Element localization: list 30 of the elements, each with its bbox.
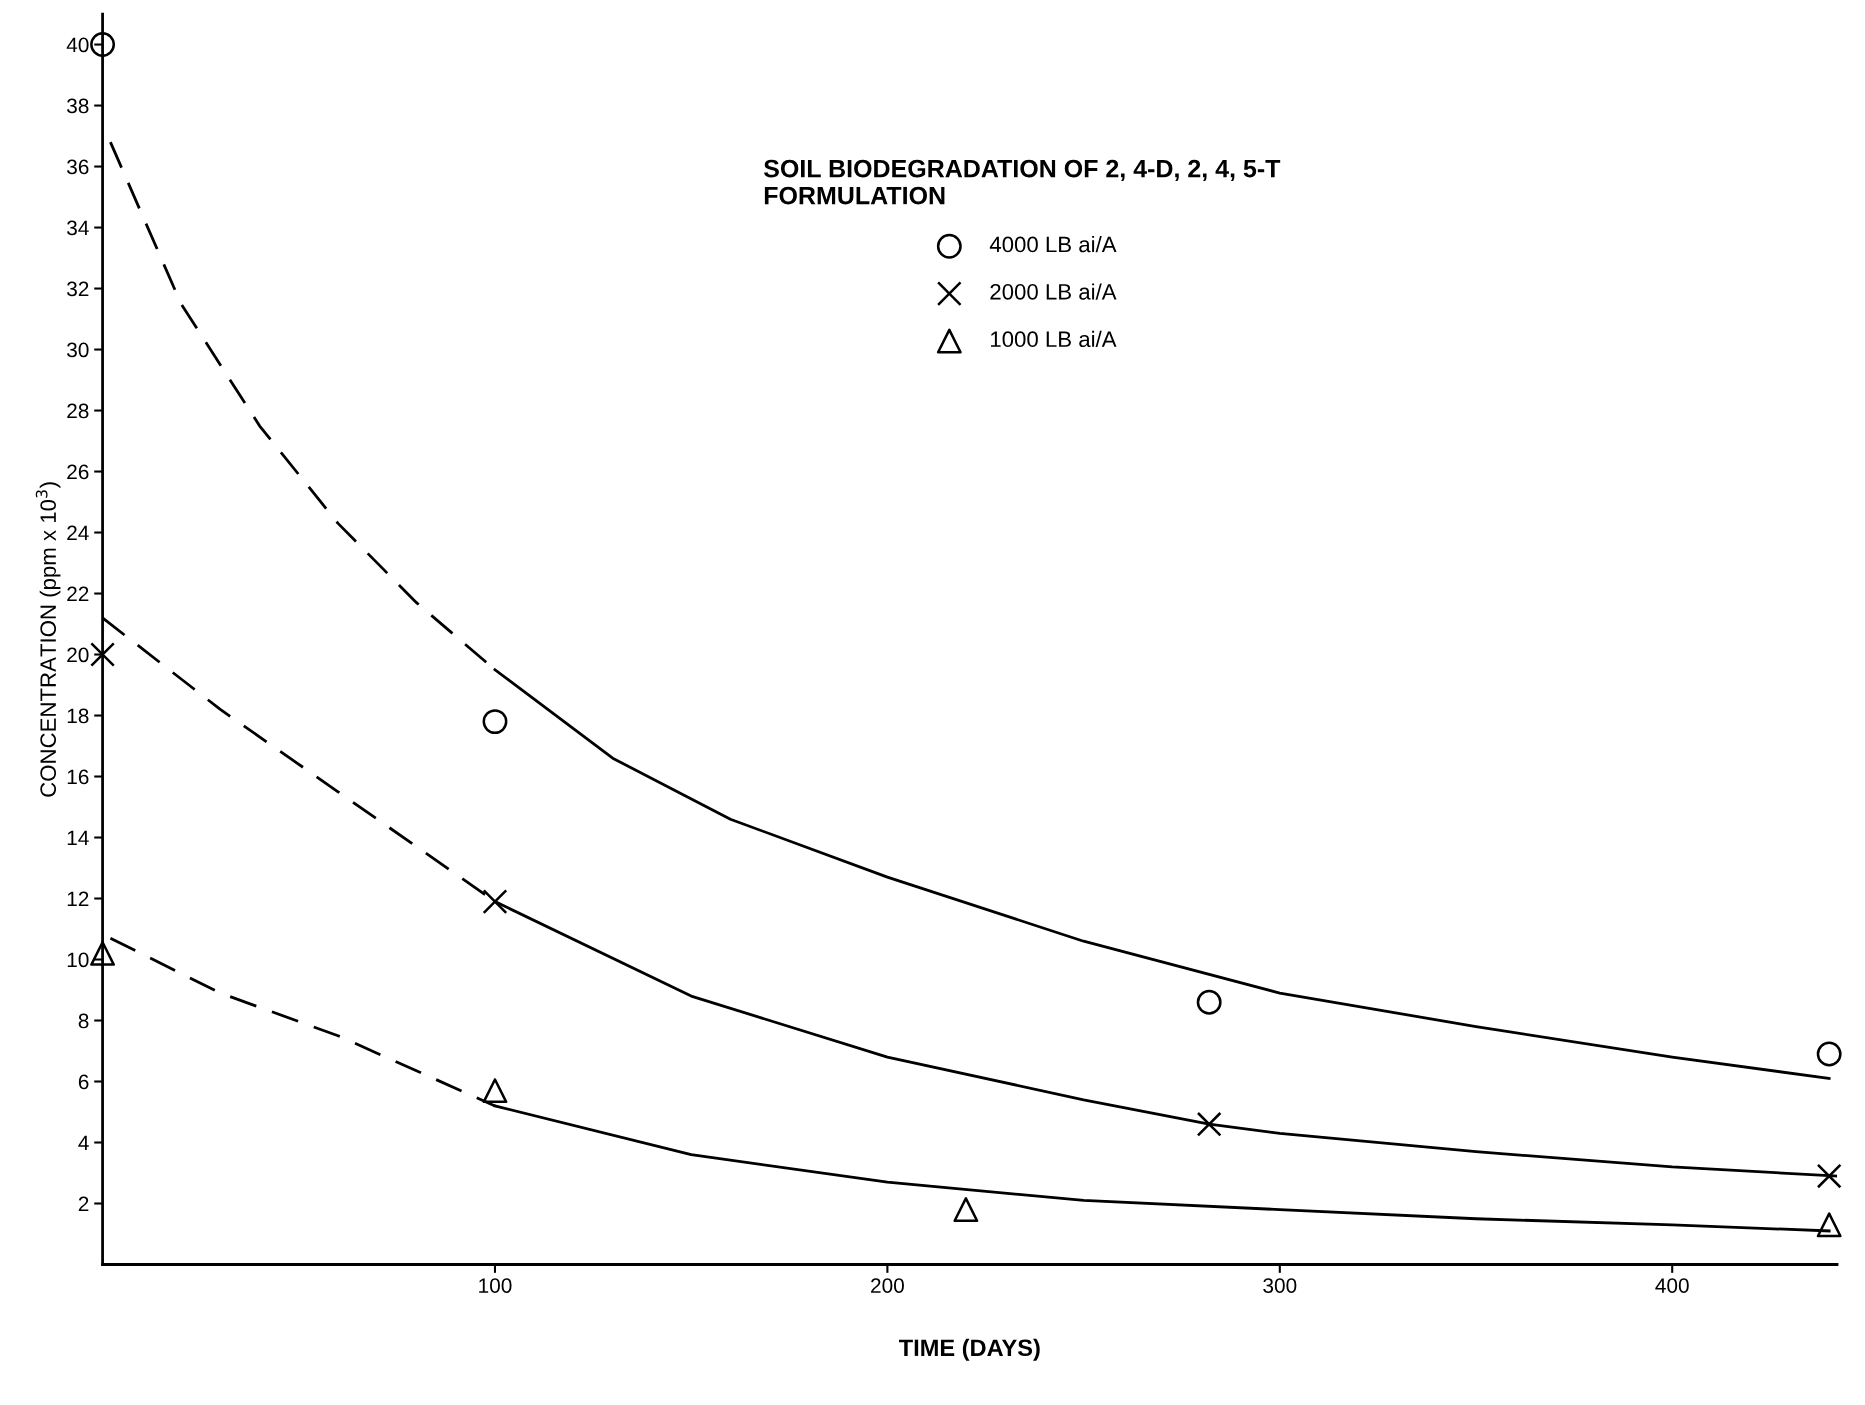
y-tick-label: 30 <box>67 342 89 358</box>
legend-label: 1000 LB ai/A <box>991 330 1117 348</box>
y-tick-label: 20 <box>67 647 89 663</box>
y-tick-label: 28 <box>67 403 89 419</box>
y-tick-label: 36 <box>67 159 89 175</box>
y-tick-label: 26 <box>67 464 89 480</box>
y-tick-label: 14 <box>67 830 89 846</box>
x-tick-label: 100 <box>479 1278 512 1293</box>
y-axis-title: CONCENTRATION (ppm x 10$^{3}$) <box>35 482 61 797</box>
y-tick-label: 16 <box>67 769 89 785</box>
y-tick-label: 32 <box>67 281 89 297</box>
y-tick-label: 34 <box>67 220 89 236</box>
x-axis-title: TIME (DAYS) <box>899 1338 1040 1361</box>
legend-label: 4000 LB ai/A <box>989 235 1117 253</box>
y-tick-label: 40 <box>66 37 89 53</box>
y-tick-label: 38 <box>67 98 89 114</box>
y-tick-label: 24 <box>67 525 89 541</box>
x-tick-label: 400 <box>1655 1278 1689 1293</box>
x-tick-label: 200 <box>871 1278 904 1293</box>
y-tick-label: 8 <box>78 1013 89 1029</box>
y-tick-label: 4 <box>78 1135 89 1151</box>
y-tick-label: 2 <box>78 1196 89 1212</box>
legend-title: SOIL BIODEGRADATION OF 2, 4-D, 2, 4, 5-T FORMULATION <box>763 159 1281 205</box>
y-tick-label: 12 <box>67 891 89 907</box>
x-tick-label: 300 <box>1263 1278 1297 1293</box>
y-tick-label: 18 <box>67 708 89 724</box>
y-tick-label: 10 <box>67 952 89 968</box>
y-tick-label: 22 <box>67 586 89 602</box>
legend-label: 2000 LB ai/A <box>990 283 1117 300</box>
y-tick-label: 6 <box>78 1074 89 1090</box>
